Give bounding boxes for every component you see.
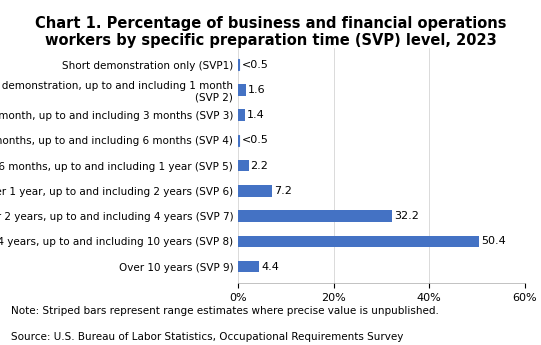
Bar <box>238 84 246 96</box>
Bar <box>238 109 245 121</box>
Text: 1.4: 1.4 <box>247 110 265 120</box>
Bar <box>238 210 392 222</box>
Text: 2.2: 2.2 <box>250 161 268 170</box>
Bar <box>238 135 240 146</box>
Bar <box>238 236 479 247</box>
Text: 7.2: 7.2 <box>274 186 292 196</box>
Text: 1.6: 1.6 <box>248 85 265 95</box>
Text: <0.5: <0.5 <box>241 135 268 145</box>
Text: Source: U.S. Bureau of Labor Statistics, Occupational Requirements Survey: Source: U.S. Bureau of Labor Statistics,… <box>11 332 403 342</box>
Text: 4.4: 4.4 <box>261 262 279 272</box>
Text: Chart 1. Percentage of business and financial operations
workers by specific pre: Chart 1. Percentage of business and fina… <box>35 16 506 48</box>
Bar <box>238 59 240 70</box>
Text: <0.5: <0.5 <box>241 60 268 70</box>
Text: 32.2: 32.2 <box>394 211 419 221</box>
Bar <box>238 185 273 197</box>
Text: 50.4: 50.4 <box>481 236 505 246</box>
Text: Note: Striped bars represent range estimates where precise value is unpublished.: Note: Striped bars represent range estim… <box>11 306 439 316</box>
Bar <box>238 160 248 171</box>
Bar <box>238 261 259 272</box>
